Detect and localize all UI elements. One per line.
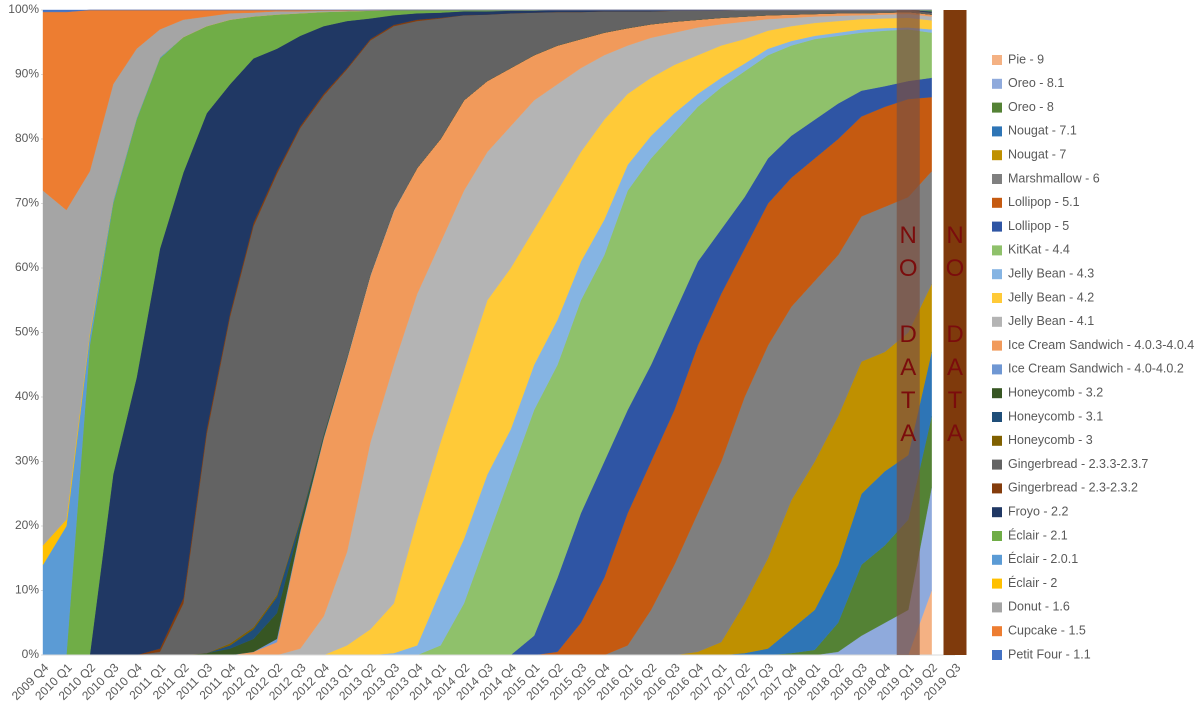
legend-label: Lollipop - 5.1 xyxy=(1008,195,1080,209)
legend-label: Jelly Bean - 4.1 xyxy=(1008,314,1094,328)
y-tick-label: 10% xyxy=(15,583,39,597)
legend-label: Oreo - 8.1 xyxy=(1008,76,1064,90)
legend-label: Froyo - 2.2 xyxy=(1008,504,1068,518)
legend-label: Nougat - 7.1 xyxy=(1008,124,1077,138)
legend-label: Honeycomb - 3.2 xyxy=(1008,385,1103,399)
legend-swatch xyxy=(992,221,1002,232)
legend-swatch xyxy=(992,650,1002,660)
legend-swatch xyxy=(992,554,1002,565)
y-tick-label: 60% xyxy=(15,260,39,274)
y-tick-label: 50% xyxy=(15,325,39,339)
legend-swatch xyxy=(992,78,1002,89)
y-tick-label: 20% xyxy=(15,518,39,532)
y-tick-label: 30% xyxy=(15,454,39,468)
legend-label: Jelly Bean - 4.2 xyxy=(1008,290,1094,304)
legend-swatch xyxy=(992,316,1002,327)
legend-label: Donut - 1.6 xyxy=(1008,600,1070,614)
legend-swatch xyxy=(992,55,1002,65)
legend-label: Éclair - 2 xyxy=(1008,575,1057,590)
y-tick-label: 70% xyxy=(15,196,39,210)
legend-swatch xyxy=(992,150,1002,161)
y-tick-label: 80% xyxy=(15,131,39,145)
legend-swatch xyxy=(992,174,1002,184)
legend-label: Nougat - 7 xyxy=(1008,147,1066,161)
legend-label: Gingerbread - 2.3-2.3.2 xyxy=(1008,481,1138,495)
area xyxy=(42,9,932,13)
legend-label: Éclair - 2.0.1 xyxy=(1008,551,1078,566)
legend-label: Petit Four - 1.1 xyxy=(1008,647,1091,661)
legend-label: Marshmallow - 6 xyxy=(1008,171,1100,185)
legend-swatch xyxy=(992,364,1002,375)
legend-label: Jelly Bean - 4.3 xyxy=(1008,266,1094,280)
y-tick-label: 100% xyxy=(8,2,39,16)
legend-label: Honeycomb - 3 xyxy=(1008,433,1093,447)
legend-label: Ice Cream Sandwich - 4.0-4.0.2 xyxy=(1008,362,1184,376)
legend-swatch xyxy=(992,602,1002,613)
legend-swatch xyxy=(992,412,1002,422)
legend-label: Cupcake - 1.5 xyxy=(1008,623,1086,637)
legend-label: Lollipop - 5 xyxy=(1008,219,1069,233)
y-tick-label: 0% xyxy=(22,647,40,661)
legend-swatch xyxy=(992,507,1002,518)
legend-label: Ice Cream Sandwich - 4.0.3-4.0.4 xyxy=(1008,338,1194,352)
legend-swatch xyxy=(992,626,1002,637)
legend-swatch xyxy=(992,269,1002,280)
no-data-band xyxy=(943,10,967,655)
legend-label: KitKat - 4.4 xyxy=(1008,243,1070,257)
legend-label: Gingerbread - 2.3.3-2.3.7 xyxy=(1008,457,1148,471)
y-tick-label: 90% xyxy=(15,67,39,81)
legend-swatch xyxy=(992,126,1002,137)
legend-label: Éclair - 2.1 xyxy=(1008,527,1068,542)
legend-label: Oreo - 8 xyxy=(1008,100,1054,114)
legend-swatch xyxy=(992,459,1002,470)
legend-label: Pie - 9 xyxy=(1008,52,1044,66)
legend-swatch xyxy=(992,245,1002,256)
legend-swatch xyxy=(992,340,1002,351)
legend-label: Honeycomb - 3.1 xyxy=(1008,409,1103,423)
y-tick-label: 40% xyxy=(15,389,39,403)
legend-swatch xyxy=(992,293,1002,303)
legend-swatch xyxy=(992,483,1002,494)
legend-swatch xyxy=(992,531,1002,541)
legend-swatch xyxy=(992,435,1002,446)
legend-swatch xyxy=(992,102,1002,113)
no-data-band xyxy=(896,10,920,655)
legend-swatch xyxy=(992,197,1002,208)
legend-swatch xyxy=(992,388,1002,399)
legend-swatch xyxy=(992,578,1002,589)
